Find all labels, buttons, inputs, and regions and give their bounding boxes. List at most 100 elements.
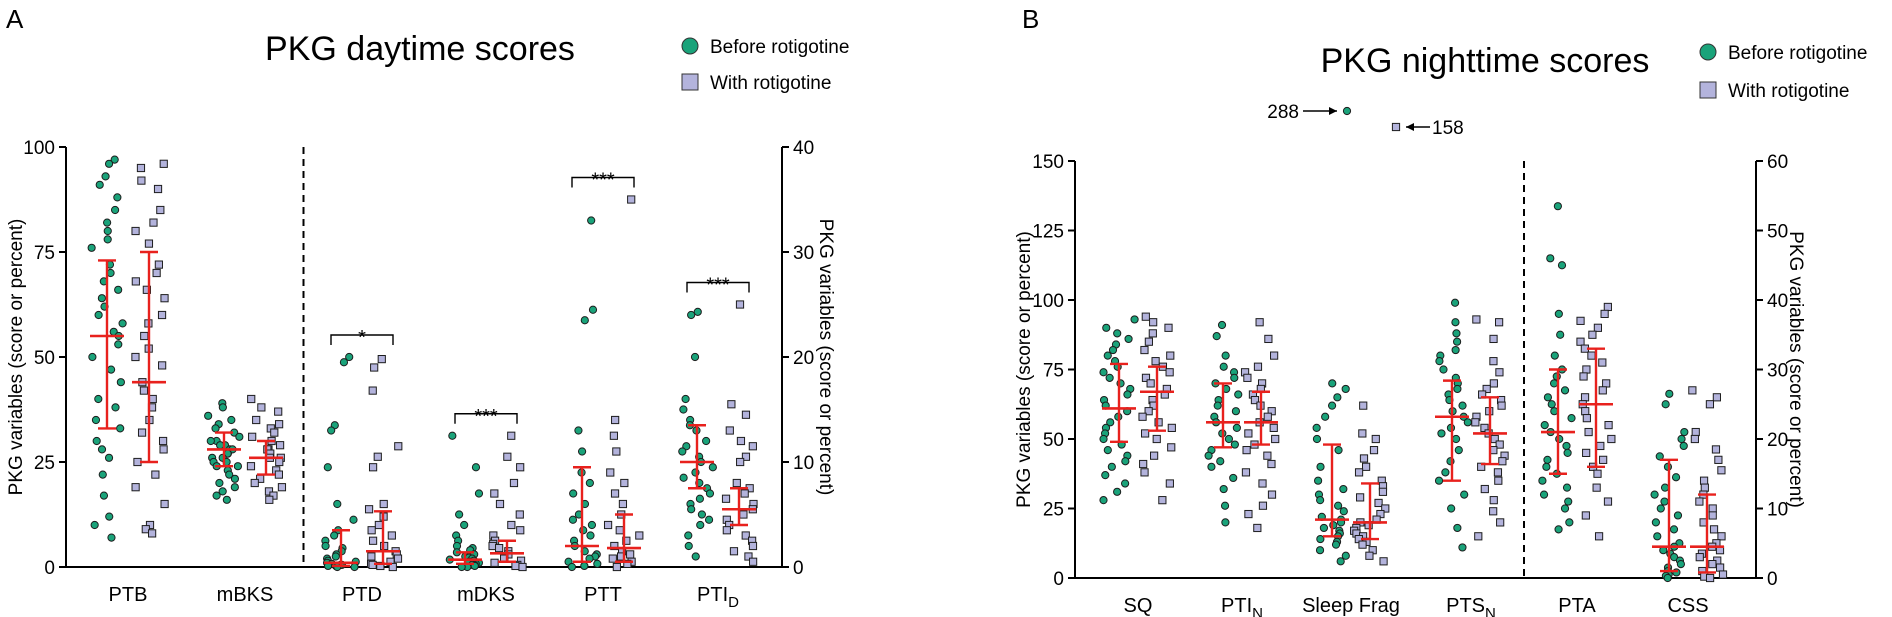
data-point-with (748, 442, 757, 451)
data-point-before (1543, 455, 1552, 464)
data-point-with (137, 176, 146, 185)
data-point-before (587, 520, 597, 530)
significance-bracket (330, 334, 394, 345)
data-point-with (610, 489, 620, 498)
data-point-before (1665, 389, 1674, 398)
data-point-with (1369, 446, 1379, 455)
data-point-with (749, 557, 758, 566)
data-point-with (503, 452, 512, 461)
category-label-subscript: N (1485, 605, 1496, 617)
data-point-with (1358, 429, 1367, 438)
data-point-with (1695, 553, 1704, 562)
data-point-with (1148, 329, 1157, 338)
data-point-with (1244, 509, 1253, 519)
data-point-before (586, 531, 595, 540)
data-point-before (1121, 479, 1130, 488)
data-point-with (368, 386, 377, 395)
data-point-with (495, 499, 505, 509)
data-point-with (368, 536, 378, 545)
data-point-with (1718, 570, 1728, 579)
left-tick-label: 150 (1032, 152, 1064, 173)
data-point-with (739, 510, 748, 519)
data-point-before (97, 445, 107, 454)
data-point-with (1264, 334, 1273, 344)
data-point-before (1660, 483, 1670, 492)
data-point-with (1253, 523, 1262, 533)
data-point-with (149, 218, 158, 227)
data-point-with (1489, 357, 1498, 366)
data-point-before (1656, 504, 1665, 513)
data-point-with (1598, 386, 1607, 395)
data-point-with (1152, 434, 1161, 444)
data-point-before (684, 531, 693, 540)
data-point-with (275, 457, 284, 467)
data-point-before (106, 365, 116, 374)
data-point-before (1677, 434, 1686, 444)
category-label-main: PTT (584, 584, 622, 606)
category-label-main: PTS (1446, 595, 1485, 617)
data-point-with (1482, 384, 1491, 394)
data-point-before (567, 562, 577, 572)
data-point-with (1495, 368, 1504, 377)
data-point-before (455, 510, 464, 519)
data-point-before (91, 415, 101, 425)
data-point-with (744, 552, 753, 561)
data-point-before (1107, 462, 1116, 471)
data-point-before (116, 424, 125, 433)
data-point-with (1140, 345, 1149, 355)
data-point-before (235, 432, 244, 441)
data-point-with (252, 415, 261, 425)
data-point-before (1540, 421, 1549, 430)
data-point-before (695, 494, 704, 503)
data-point-before (349, 515, 358, 524)
chart-panel-b: PKG nighttime scores Before rotigotine Wit… (1014, 42, 1867, 617)
data-point-before (1341, 551, 1350, 560)
data-point-with (618, 499, 628, 509)
data-point-with (1356, 493, 1365, 502)
data-point-with (1717, 532, 1726, 541)
data-point-before (1339, 507, 1348, 516)
data-point-before (1451, 434, 1461, 444)
data-point-before (116, 378, 125, 387)
data-point-with (1141, 373, 1151, 382)
data-point-before (1547, 400, 1556, 409)
data-point-before (1213, 401, 1222, 410)
data-point-before (1099, 368, 1108, 377)
data-point-before (339, 358, 349, 367)
data-point-with (729, 547, 739, 556)
data-point-before (1549, 379, 1559, 388)
data-point-with (735, 300, 745, 309)
data-point-with (1581, 511, 1590, 520)
data-point-with (133, 457, 142, 467)
data-point-before (222, 495, 231, 504)
data-point-before (1316, 534, 1325, 544)
data-point-before (1224, 434, 1234, 444)
data-point-before (1220, 501, 1230, 510)
data-point-with (1359, 454, 1369, 463)
data-point-before (588, 305, 598, 314)
data-point-with (1497, 401, 1506, 410)
data-point-before (97, 294, 107, 303)
data-point-with (1154, 418, 1163, 427)
data-point-before (1217, 320, 1227, 330)
data-point-before (708, 463, 717, 472)
data-point-before (92, 436, 101, 446)
right-tick-label: 20 (793, 348, 814, 369)
data-point-before (1556, 330, 1565, 339)
data-point-with (1480, 423, 1489, 432)
data-point-before (1437, 429, 1446, 438)
data-point-with (158, 436, 168, 446)
data-point-before (1450, 298, 1460, 307)
data-point-with (257, 403, 266, 412)
data-point-before (1232, 423, 1241, 432)
data-point-before (471, 463, 481, 472)
data-point-before (568, 515, 578, 524)
data-point-with (154, 260, 163, 269)
data-point-with (368, 463, 378, 472)
data-point-with (736, 457, 745, 467)
significance-label: *** (591, 170, 615, 192)
data-point-with (1258, 479, 1267, 488)
data-point-with (1165, 368, 1174, 377)
data-point-with (516, 526, 525, 535)
category-label-subscript: N (1252, 605, 1263, 617)
